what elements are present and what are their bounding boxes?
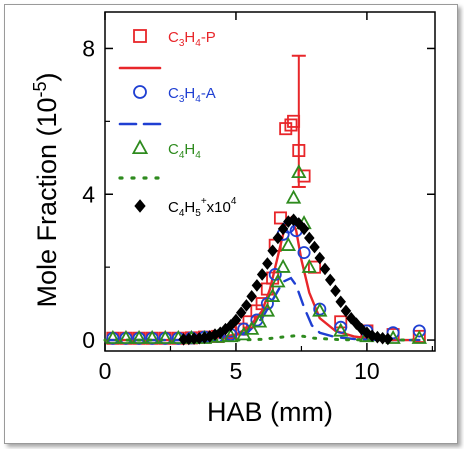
c4h5-point [340,304,352,318]
c4h5-point [319,262,331,276]
y-axis-title-close: ) [32,72,62,81]
legend-c3h4a-marker [133,85,147,99]
c4h4-point [411,329,427,344]
c4h5-point [330,284,341,298]
legend-c3h4p-marker [133,29,147,43]
legend-c3h4a-base: C [168,85,179,102]
c4h4-point [144,329,160,344]
c4h4-point [157,329,173,344]
y-tick-label: 8 [82,35,95,61]
c3h4p-point [292,144,306,158]
c4h5-point [309,240,320,254]
figure-frame [4,4,458,444]
c4h5-point [251,279,263,292]
legend-c4h5-mid: H [184,199,195,216]
legend-c3h4p-s2: 4 [195,38,201,49]
legend-c4h5-marker [134,199,146,213]
c4h5-point [230,313,242,327]
legend-c3h4p-tail: -P [201,29,216,46]
x-tick-label: 10 [354,358,380,384]
c4h5-point [382,332,394,346]
c4h4-point [131,329,147,344]
legend-c4h4-marker [131,139,149,155]
c4h5-point [298,222,310,236]
plot-area [104,11,436,352]
c4h5-point [335,295,346,309]
legend-c3h4a-label: C3H4-A [168,85,216,105]
c4h5-point [314,251,326,265]
c3h4p-point [284,118,298,132]
legend-c3h4a-s1: 3 [179,94,185,105]
c4h5-point [262,257,273,270]
c4h5-point [361,326,373,340]
x-tick-label: 0 [99,358,112,384]
c4h4-point [280,236,297,251]
c4h4-point [243,320,260,335]
legend-c4h4-label: C4H4 [168,141,201,161]
legend-c3h4p-mid: H [184,29,195,46]
legend-c4h5-s2: 5 [195,208,201,219]
c4h5-point [235,306,247,320]
legend-c4h4-s1: 4 [179,150,185,161]
c4h5-point [267,244,278,258]
c4h4-point [264,288,281,302]
c3h4a-point [237,322,251,336]
c4h4-point [259,302,276,317]
legend-c4h4-mid: H [184,141,195,158]
y-tick-label: 0 [82,327,95,353]
legend-c4h5-label: C4H5+x104 [168,196,237,219]
legend-c4h5-sup2: 4 [231,196,237,207]
legend-c4h5-base: C [168,199,179,216]
c4h4-point [333,322,349,337]
c4h4-point [312,302,328,317]
c4h5-point [356,322,367,336]
c3h4a-point [412,324,426,338]
c4h5-point [241,299,252,312]
legend-c4h5-tail: x10 [207,199,231,216]
legend-c4h4-s2: 4 [195,150,201,161]
legend-c4h5-sup: + [201,196,207,207]
legend-c4h5-s1: 4 [179,208,185,219]
c4h4-point [223,328,239,343]
c3h4a-point [386,326,400,340]
c4h4-point [301,258,317,273]
c3h4p-point [287,114,301,128]
c4h4-point [105,329,121,344]
y-axis-title: Mole Fraction (10-5) [30,72,62,307]
c4h5-point [324,273,336,287]
c3h4p-point [273,211,287,225]
x-axis-title: HAB (mm) [207,397,333,427]
y-tick-label: 4 [82,181,95,207]
legend-c3h4p-base: C [168,29,179,46]
c4h4-point [270,273,286,288]
c4h5-point [351,317,362,330]
legend-c3h4p-s1: 3 [179,38,185,49]
c4h4-point [251,313,268,328]
c4h5-point [256,268,268,281]
legend-c3h4p-label: C3H4-P [168,29,216,49]
c4h5-point [246,290,257,303]
c3h4a-point [297,246,311,260]
legend-c4h4-base: C [168,141,179,158]
c4h4-point [118,329,134,344]
c4h5-point [304,231,315,245]
legend-c3h4a-tail: -A [201,85,216,102]
legend-c3h4a-mid: H [184,85,195,102]
y-axis-title-exponent: -5 [30,81,50,97]
c4h4-point [285,189,302,204]
legend-c3h4a-s2: 4 [195,94,201,105]
x-tick-label: 5 [230,358,243,384]
c4h5-point [272,231,284,245]
c3h4a-point [334,320,348,334]
c4h4-point [291,164,307,179]
c3h4p-point [334,315,348,329]
c4h5-point [293,217,305,230]
c4h5-point [277,222,289,236]
y-axis-title-main: Mole Fraction (10 [32,97,62,307]
c4h4-point [275,258,291,273]
c3h4p-point [297,169,311,183]
